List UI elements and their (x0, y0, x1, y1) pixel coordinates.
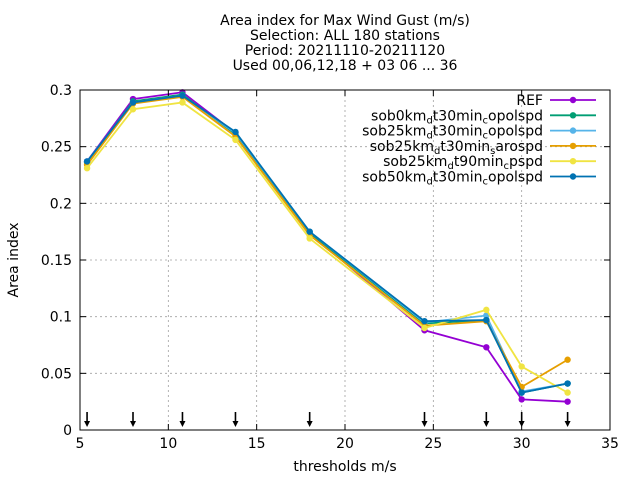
y-tick-label: 0.05 (41, 366, 72, 382)
data-point (306, 235, 313, 242)
data-point (129, 106, 137, 113)
x-tick-label: 25 (424, 436, 442, 452)
x-tick-label: 35 (601, 436, 619, 452)
threshold-arrow-head (130, 421, 136, 427)
legend-label-5: sob25kmdt90mincpspd (383, 154, 543, 172)
axis-ticks: 5 10 15 20 25 30 35 0 0.05 0.1 0.15 0.2 0.25 0.3 (41, 83, 619, 452)
data-point (518, 396, 525, 403)
legend-label-4: sob25kmdt30minsarospd (370, 139, 543, 157)
x-axis-label: thresholds m/s (293, 459, 396, 475)
legend-label-3: sob25kmdt30mincopolspd (362, 124, 543, 142)
threshold-arrow (179, 412, 186, 427)
data-point (564, 398, 571, 405)
title-line-4: Used 00,06,12,18 + 03 06 ... 36 (233, 58, 458, 74)
x-tick-label: 10 (159, 436, 177, 452)
y-tick-label: 0.25 (41, 140, 72, 156)
threshold-arrow-head (232, 421, 239, 427)
legend-marker-2 (569, 112, 577, 119)
threshold-arrow (84, 412, 91, 427)
title-line-1: Area index for Max Wind Gust (m/s) (220, 13, 470, 29)
legend-marker-3 (569, 127, 577, 134)
threshold-arrow (483, 412, 490, 427)
series-5 (83, 99, 571, 396)
threshold-arrow (232, 412, 239, 427)
data-point (564, 380, 571, 387)
data-point (232, 128, 239, 136)
data-point (518, 363, 525, 370)
legend-label-1: REF (516, 93, 543, 109)
y-tick-label: 0.3 (50, 83, 72, 99)
threshold-arrow-head (483, 421, 490, 427)
y-tick-label: 0.1 (50, 310, 72, 326)
legend-label-6: sob50kmdt30mincopolspd (362, 170, 543, 188)
data-point (421, 324, 428, 332)
title-line-3: Period: 20211110-20211120 (245, 43, 445, 59)
data-point (232, 136, 239, 144)
data-point (179, 99, 186, 106)
data-point (483, 344, 490, 351)
threshold-arrows (84, 412, 571, 427)
y-axis-label: Area index (6, 223, 22, 298)
x-tick-label: 15 (248, 436, 266, 452)
threshold-arrow-head (564, 421, 571, 427)
data-point (306, 228, 313, 235)
grid-lines (80, 90, 610, 430)
legend-marker-6 (569, 173, 577, 180)
threshold-arrow (306, 412, 313, 427)
legend-marker-5 (569, 158, 577, 165)
data-point (179, 92, 186, 99)
data-point (483, 316, 490, 324)
x-tick-label: 5 (76, 436, 85, 452)
data-point (518, 389, 525, 396)
threshold-arrow (421, 412, 428, 427)
x-tick-label: 20 (336, 436, 354, 452)
y-tick-label: 0 (63, 423, 72, 439)
chart-title: Area index for Max Wind Gust (m/s)Select… (220, 13, 470, 74)
legend-marker-1 (569, 96, 577, 104)
legend-marker-4 (569, 142, 577, 150)
data-point (564, 389, 571, 396)
data-point (483, 306, 490, 314)
x-tick-label: 30 (513, 436, 531, 452)
data-point (83, 165, 91, 172)
y-tick-label: 0.15 (41, 253, 72, 269)
threshold-arrow-head (179, 421, 186, 427)
legend: REFsob0kmdt30mincopolspdsob25kmdt30minco… (362, 93, 596, 188)
legend-label-2: sob0kmdt30mincopolspd (371, 108, 543, 126)
threshold-arrow-head (84, 421, 91, 427)
threshold-arrow-head (421, 421, 428, 427)
y-tick-label: 0.2 (50, 196, 72, 212)
data-point (421, 318, 428, 325)
threshold-arrow (130, 412, 136, 427)
data-point (83, 158, 91, 165)
data-point (564, 356, 571, 363)
data-point (129, 99, 137, 106)
threshold-arrow (564, 412, 571, 427)
title-line-2: Selection: ALL 180 stations (250, 28, 440, 44)
threshold-arrow-head (306, 421, 313, 427)
series-lines (83, 89, 571, 405)
series-6 (83, 92, 571, 396)
